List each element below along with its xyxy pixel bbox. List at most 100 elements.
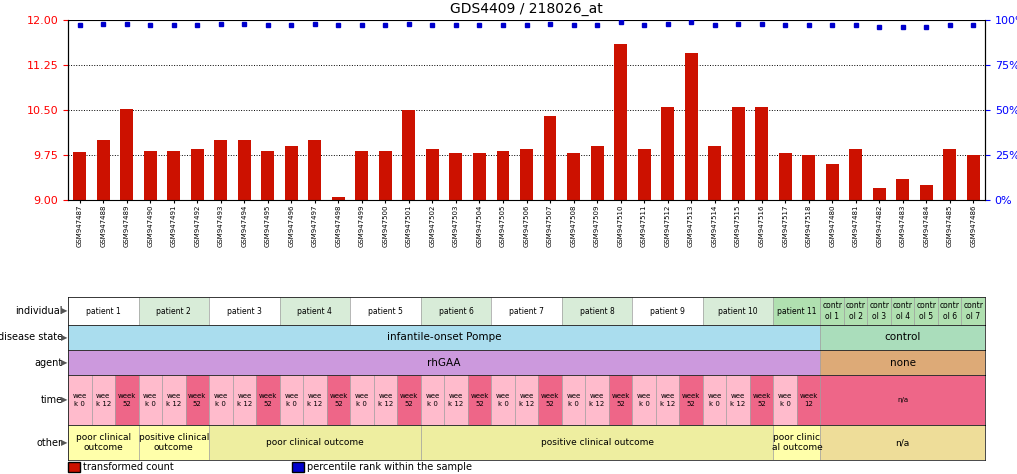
Bar: [115, 375, 138, 425]
Bar: [919, 185, 933, 200]
Bar: [961, 297, 985, 325]
Text: n/a: n/a: [896, 438, 910, 447]
Text: week
52: week 52: [611, 393, 630, 407]
Bar: [215, 140, 227, 200]
Bar: [143, 151, 157, 200]
Bar: [821, 297, 844, 325]
Text: positive clinical
outcome: positive clinical outcome: [138, 433, 210, 452]
Bar: [797, 375, 821, 425]
Bar: [185, 375, 210, 425]
Text: transformed count: transformed count: [83, 462, 174, 472]
Text: ▶: ▶: [60, 333, 67, 342]
Bar: [356, 151, 368, 200]
Bar: [210, 425, 421, 460]
Text: wee
k 0: wee k 0: [143, 393, 158, 407]
Bar: [821, 425, 985, 460]
Text: GDS4409 / 218026_at: GDS4409 / 218026_at: [451, 1, 603, 16]
Text: wee
k 12: wee k 12: [377, 393, 393, 407]
Text: patient 11: patient 11: [777, 307, 817, 316]
Bar: [679, 375, 703, 425]
Bar: [591, 146, 603, 200]
Bar: [191, 149, 203, 200]
Text: positive clinical outcome: positive clinical outcome: [541, 438, 654, 447]
Bar: [326, 375, 350, 425]
Bar: [731, 107, 744, 200]
Text: contr
ol 7: contr ol 7: [963, 301, 983, 321]
Text: wee
k 12: wee k 12: [166, 393, 181, 407]
Bar: [756, 107, 768, 200]
Text: patient 3: patient 3: [227, 307, 261, 316]
Bar: [896, 179, 909, 200]
Text: wee
k 12: wee k 12: [590, 393, 605, 407]
Bar: [821, 325, 985, 350]
Text: contr
ol 3: contr ol 3: [870, 301, 889, 321]
Bar: [802, 155, 815, 200]
Bar: [773, 375, 797, 425]
Bar: [938, 297, 961, 325]
Bar: [656, 375, 679, 425]
Bar: [97, 140, 110, 200]
Bar: [520, 149, 533, 200]
Bar: [68, 325, 821, 350]
Text: none: none: [890, 357, 915, 367]
Text: poor clinic
al outcome: poor clinic al outcome: [772, 433, 823, 452]
Text: wee
k 12: wee k 12: [96, 393, 111, 407]
Text: wee
k 12: wee k 12: [237, 393, 252, 407]
Bar: [168, 151, 180, 200]
Text: patient 6: patient 6: [438, 307, 473, 316]
Text: percentile rank within the sample: percentile rank within the sample: [307, 462, 472, 472]
Text: week
52: week 52: [541, 393, 559, 407]
Bar: [285, 146, 298, 200]
Bar: [726, 375, 750, 425]
Bar: [891, 297, 914, 325]
Bar: [868, 297, 891, 325]
Bar: [543, 116, 556, 200]
Bar: [821, 350, 985, 375]
Text: contr
ol 6: contr ol 6: [940, 301, 960, 321]
Text: week
52: week 52: [470, 393, 488, 407]
Bar: [515, 375, 538, 425]
Bar: [398, 375, 421, 425]
Text: ▶: ▶: [60, 438, 67, 447]
Bar: [261, 151, 275, 200]
Bar: [450, 153, 463, 200]
Text: contr
ol 2: contr ol 2: [846, 301, 865, 321]
Bar: [633, 375, 656, 425]
Bar: [280, 297, 350, 325]
Bar: [92, 375, 115, 425]
Bar: [373, 375, 398, 425]
Bar: [684, 53, 698, 200]
Text: poor clinical outcome: poor clinical outcome: [266, 438, 364, 447]
Text: ▶: ▶: [60, 358, 67, 367]
Bar: [350, 375, 373, 425]
Bar: [638, 149, 651, 200]
Text: week
12: week 12: [799, 393, 818, 407]
Text: n/a: n/a: [897, 397, 908, 403]
Bar: [468, 375, 491, 425]
Text: week
52: week 52: [753, 393, 771, 407]
Bar: [914, 297, 938, 325]
Text: week
52: week 52: [400, 393, 418, 407]
Bar: [750, 375, 773, 425]
Text: wee
k 0: wee k 0: [778, 393, 792, 407]
Bar: [849, 149, 862, 200]
Bar: [633, 297, 703, 325]
Text: week
52: week 52: [258, 393, 277, 407]
Text: agent: agent: [35, 357, 63, 367]
Bar: [238, 140, 251, 200]
Text: rhGAA: rhGAA: [427, 357, 461, 367]
Bar: [210, 297, 280, 325]
Text: wee
k 0: wee k 0: [425, 393, 439, 407]
Bar: [256, 375, 280, 425]
Text: wee
k 12: wee k 12: [519, 393, 534, 407]
Text: week
52: week 52: [682, 393, 701, 407]
Bar: [943, 149, 956, 200]
Bar: [773, 425, 821, 460]
Bar: [703, 297, 773, 325]
Text: individual: individual: [15, 306, 63, 316]
Text: week
52: week 52: [188, 393, 206, 407]
Text: patient 5: patient 5: [368, 307, 403, 316]
Bar: [567, 153, 580, 200]
Bar: [403, 110, 415, 200]
Text: wee
k 12: wee k 12: [730, 393, 745, 407]
